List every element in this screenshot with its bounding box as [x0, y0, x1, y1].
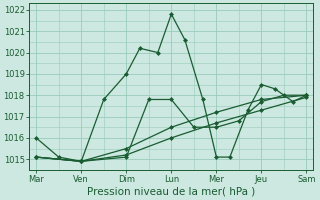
X-axis label: Pression niveau de la mer( hPa ): Pression niveau de la mer( hPa ) — [87, 187, 255, 197]
